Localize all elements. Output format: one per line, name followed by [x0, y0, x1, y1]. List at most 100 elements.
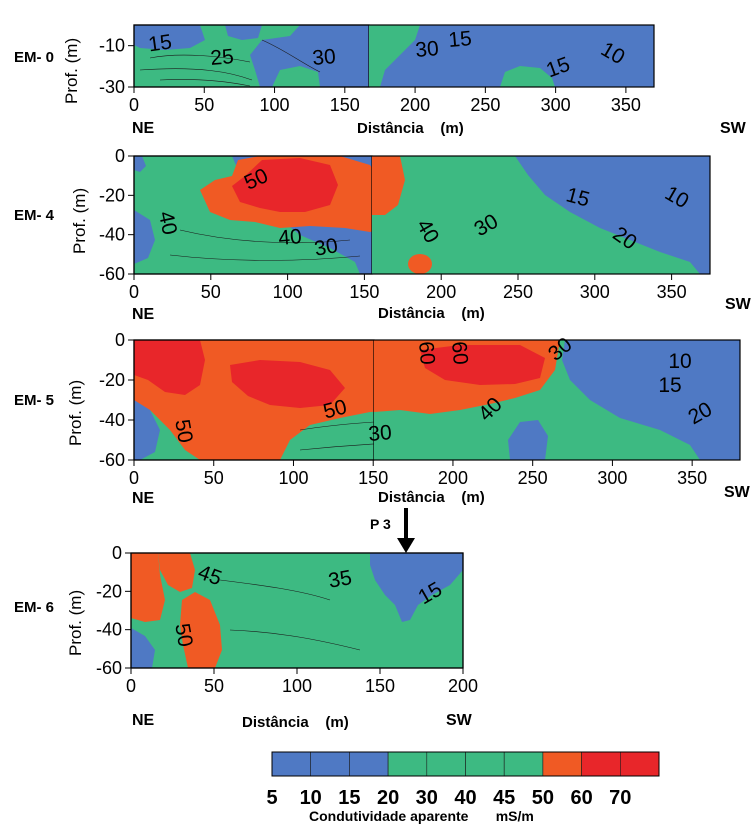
legend-tick-label: 15: [338, 787, 360, 809]
contour-label: 15: [658, 374, 681, 397]
legend-swatch: [426, 751, 466, 777]
x-tick-label: 150: [365, 676, 395, 696]
contour-label: 30: [414, 37, 439, 62]
em4-very-high: [232, 158, 338, 212]
em6-high-top: [158, 553, 195, 592]
em0-end-direction: SW: [720, 120, 746, 137]
em0-plot: [134, 25, 369, 87]
em4-ylabel: Prof. (m): [70, 187, 89, 254]
em4-start-direction: NE: [132, 306, 155, 323]
y-tick-label: -30: [99, 77, 125, 97]
em5-very-high-left: [134, 340, 205, 395]
em5-contour: [299, 443, 374, 451]
em4-low-corner: [134, 156, 146, 172]
profile-label-em0: EM- 0: [14, 49, 55, 66]
em6-low-right: [370, 553, 463, 622]
p3-marker-label: P 3: [370, 516, 391, 532]
x-tick-label: 250: [518, 468, 548, 488]
legend-tick-label: 5: [266, 787, 277, 809]
y-tick-label: -40: [96, 620, 122, 640]
x-tick-label: 150: [358, 468, 388, 488]
y-tick-label: -60: [99, 450, 125, 470]
legend-swatch: [503, 751, 544, 777]
em5-start-direction: NE: [132, 490, 155, 507]
x-tick-label: 300: [541, 95, 571, 115]
em0-contour: [149, 54, 251, 63]
em0-low-left: [134, 25, 205, 50]
x-tick-label: 100: [273, 282, 303, 302]
legend-swatch: [619, 751, 660, 777]
em5-ylabel: Prof. (m): [66, 379, 85, 446]
x-tick-label: 50: [204, 676, 224, 696]
em0-low-mid: [225, 25, 262, 40]
p3-arrow-head: [397, 538, 415, 553]
em0-contour: [261, 39, 321, 73]
legend-frame: [271, 751, 660, 777]
em6-contour: [229, 629, 361, 651]
em6-end-direction: SW: [446, 712, 472, 729]
y-tick-label: 0: [115, 146, 125, 166]
legend-swatch: [349, 751, 389, 777]
legend-swatch: [310, 751, 350, 777]
legend-tick-label: 45: [493, 787, 515, 809]
contour-label: 15: [147, 30, 173, 56]
em4-end-direction: SW: [725, 296, 751, 313]
x-tick-label: 0: [129, 95, 139, 115]
x-tick-label: 250: [470, 95, 500, 115]
y-tick-label: -60: [99, 264, 125, 284]
x-tick-label: 250: [503, 282, 533, 302]
x-tick-label: 100: [260, 95, 290, 115]
x-tick-label: 50: [204, 468, 224, 488]
x-tick-label: 200: [400, 95, 430, 115]
contour-label: 15: [447, 27, 472, 52]
profile-label-em6: EM- 6: [14, 599, 55, 616]
legend-swatch: [271, 751, 312, 777]
em0-start-direction: NE: [132, 120, 155, 137]
em0-low-right: [250, 25, 369, 87]
contour-label: 50: [170, 622, 197, 649]
contour-label: 60: [414, 340, 439, 365]
em4-xlabel: Distância (m): [378, 305, 485, 322]
x-tick-label: 300: [580, 282, 610, 302]
em6-high-mid: [180, 592, 222, 668]
legend-tick-label: 70: [609, 787, 631, 809]
y-tick-label: -40: [99, 225, 125, 245]
x-tick-label: 100: [282, 676, 312, 696]
legend-swatch: [465, 751, 505, 777]
em5-low-left: [134, 400, 160, 460]
x-tick-label: 350: [677, 468, 707, 488]
field-extension: [420, 345, 545, 385]
field-extension: [562, 340, 740, 460]
contour-label: 10: [668, 350, 691, 373]
field-extension: [372, 156, 405, 215]
em6-contour: [219, 579, 331, 601]
legend-tick-label: 60: [570, 787, 592, 809]
em6-high-left: [131, 553, 165, 622]
field-extension: [508, 420, 548, 460]
em6-xlabel: Distância (m): [242, 714, 349, 731]
panel-frame-1: [133, 155, 711, 275]
y-tick-label: -10: [99, 36, 125, 56]
field-extension: [500, 66, 555, 87]
legend-swatch: [542, 751, 582, 777]
em5-xlabel: Distância (m): [378, 489, 485, 506]
panel-frame-2: [133, 339, 741, 461]
contour-label: 35: [327, 566, 354, 593]
x-tick-label: 350: [611, 95, 641, 115]
em5-very-high-mid: [230, 360, 345, 408]
em4-low-left: [134, 210, 155, 264]
x-tick-label: 50: [194, 95, 214, 115]
x-tick-label: 0: [129, 282, 139, 302]
em0-contour: [139, 68, 253, 81]
legend-bar: 5 10 15 20 30 40 45 50 60 70: [266, 751, 660, 809]
contour-label: 25: [209, 45, 234, 70]
em5-contour: [299, 421, 374, 431]
em4-contour: [179, 229, 351, 244]
contour-label: 60: [447, 340, 472, 365]
legend-title: Condutividade aparente mS/m: [309, 808, 534, 824]
profile-label-em5: EM- 5: [14, 392, 55, 409]
legend-tick-label: 10: [300, 787, 322, 809]
em6-plot: [131, 553, 463, 668]
em0-contour: [159, 79, 251, 87]
em0-medium-right: [280, 70, 314, 87]
